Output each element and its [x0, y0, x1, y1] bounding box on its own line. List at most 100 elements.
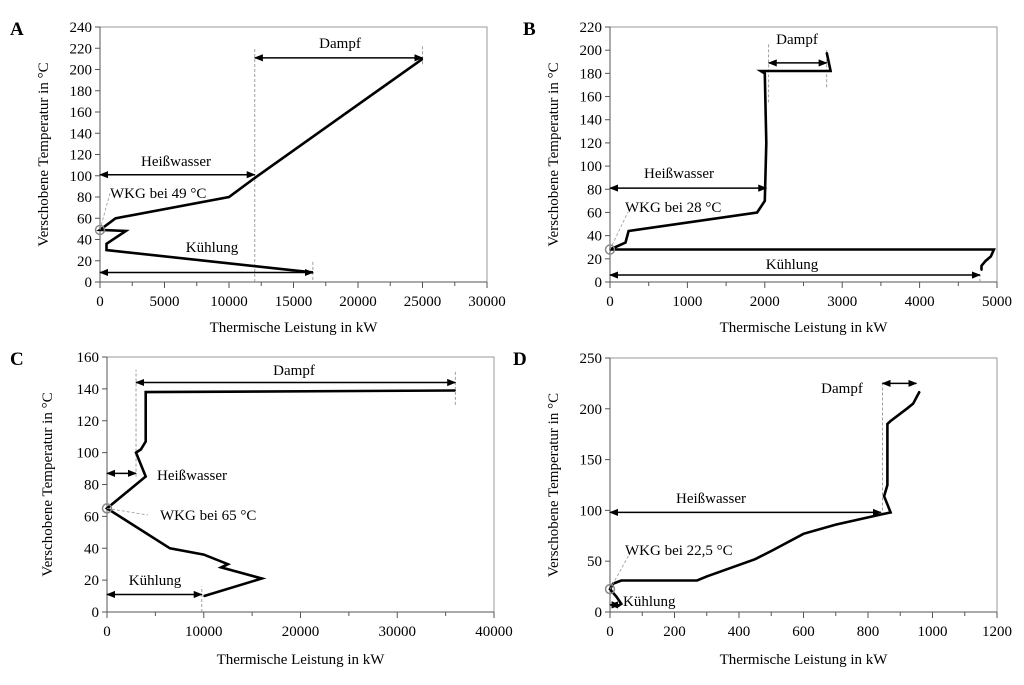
y-tick-label-b: 160	[580, 90, 603, 106]
data-point-d	[696, 579, 698, 582]
y-tick-label-a: 120	[70, 148, 93, 164]
y-tick-label-c: 160	[77, 350, 100, 366]
data-point-a	[254, 177, 256, 179]
x-tick-label-c: 30000	[379, 624, 417, 640]
x-tick-label-a: 30000	[468, 294, 506, 310]
y-axis-label-b: Verschobene Temperatur in °C	[546, 62, 562, 246]
y-tick-label-a: 240	[70, 20, 93, 36]
y-tick-label-c: 40	[84, 541, 99, 557]
data-point-d	[906, 408, 908, 410]
data-point-d	[912, 403, 914, 405]
data-point-c	[454, 389, 456, 392]
data-point-c	[169, 547, 171, 549]
x-axis-label-d: Thermische Leistung in kW	[720, 652, 889, 668]
pinch-marker-d	[604, 583, 616, 595]
data-point-d	[886, 484, 888, 486]
data-point-c	[203, 595, 205, 597]
data-point-b	[756, 211, 758, 214]
y-tick-label-c: 80	[84, 478, 99, 494]
x-tick-label-a: 20000	[339, 294, 377, 310]
data-point-c	[145, 440, 147, 443]
data-point-b	[764, 72, 766, 74]
y-tick-label-c: 140	[77, 382, 100, 398]
y-tick-label-d: 250	[580, 351, 603, 367]
range-label-a: Dampf	[319, 36, 361, 52]
y-axis-label-c: Verschobene Temperatur in °C	[40, 392, 56, 576]
y-tick-label-b: 80	[587, 182, 602, 198]
x-tick-label-d: 800	[857, 624, 880, 640]
data-point-b	[765, 142, 767, 144]
x-tick-label-d: 1200	[982, 624, 1012, 640]
y-tick-label-d: 150	[580, 453, 603, 469]
panel-label-b: B	[523, 19, 536, 40]
data-point-a	[105, 243, 108, 245]
data-point-d	[754, 558, 756, 560]
data-point-d	[802, 533, 805, 535]
data-point-b	[829, 70, 832, 72]
y-tick-label-d: 50	[587, 554, 602, 570]
x-tick-label-b: 1000	[672, 294, 702, 310]
gcc-curve-d	[608, 390, 921, 609]
range-label-c: Kühlung	[129, 573, 182, 589]
data-point-b	[627, 230, 630, 232]
data-point-d	[620, 579, 622, 582]
y-tick-label-b: 40	[587, 229, 602, 245]
y-tick-label-a: 200	[70, 63, 93, 79]
data-point-b	[760, 70, 762, 72]
data-point-d	[889, 420, 892, 422]
data-point-c	[140, 448, 142, 451]
range-label-b: Kühlung	[766, 257, 819, 273]
y-tick-label-b: 180	[580, 66, 603, 82]
y-tick-label-a: 160	[70, 105, 93, 121]
y-tick-label-d: 200	[580, 402, 603, 418]
x-tick-label-d: 600	[792, 624, 815, 640]
pinch-leader-c	[106, 508, 149, 516]
x-tick-label-a: 5000	[150, 294, 180, 310]
y-tick-label-b: 120	[580, 136, 603, 152]
data-point-a	[125, 230, 127, 232]
y-tick-label-b: 60	[587, 205, 602, 221]
data-point-c	[203, 554, 205, 556]
range-label-d: Dampf	[821, 381, 863, 397]
pinch-marker-a	[94, 224, 106, 236]
y-tick-label-c: 120	[77, 414, 100, 430]
data-point-b	[764, 200, 766, 202]
y-tick-label-a: 20	[77, 254, 92, 270]
data-point-d	[615, 596, 618, 598]
data-point-a	[421, 58, 424, 60]
x-tick-label-d: 1000	[918, 624, 948, 640]
y-tick-label-a: 100	[70, 169, 93, 185]
data-point-d	[889, 511, 892, 514]
x-tick-label-b: 4000	[905, 294, 935, 310]
x-tick-label-d: 0	[606, 624, 614, 640]
y-tick-label-a: 140	[70, 126, 93, 142]
y-tick-label-a: 40	[77, 233, 92, 249]
y-tick-label-d: 100	[580, 503, 603, 519]
y-tick-label-d: 0	[595, 605, 603, 621]
x-tick-label-c: 0	[103, 624, 111, 640]
range-label-c: Dampf	[273, 363, 315, 379]
range-label-b: Heißwasser	[644, 166, 714, 182]
x-axis-label-b: Thermische Leistung in kW	[720, 320, 889, 336]
y-axis-label-d: Verschobene Temperatur in °C	[546, 393, 562, 577]
y-tick-label-a: 180	[70, 84, 93, 100]
y-tick-label-b: 100	[580, 159, 603, 175]
data-point-b	[980, 265, 983, 267]
pinch-leader-d	[609, 552, 631, 590]
pinch-leader-b	[609, 211, 629, 250]
range-label-a: Kühlung	[186, 240, 239, 256]
x-tick-label-c: 10000	[185, 624, 223, 640]
y-tick-label-a: 0	[85, 275, 93, 291]
y-tick-label-c: 20	[84, 573, 99, 589]
data-point-b	[980, 269, 983, 272]
range-label-d: Kühlung	[623, 594, 676, 610]
x-tick-label-a: 25000	[404, 294, 442, 310]
pinch-label-c: WKG bei 65 °C	[160, 508, 256, 524]
x-tick-label-a: 15000	[275, 294, 313, 310]
y-tick-label-b: 20	[587, 252, 602, 268]
pinch-label-d: WKG bei 22,5 °C	[625, 543, 733, 559]
panel-label-d: D	[513, 349, 527, 370]
x-tick-label-d: 200	[663, 624, 686, 640]
gcc-curve-c	[104, 389, 456, 598]
